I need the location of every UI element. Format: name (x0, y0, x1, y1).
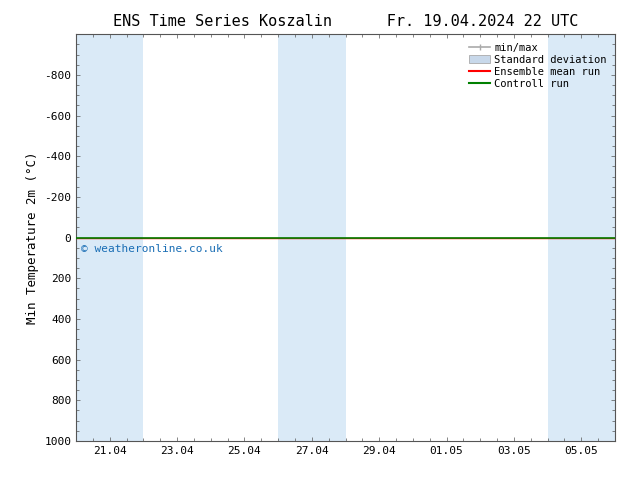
Title: ENS Time Series Koszalin      Fr. 19.04.2024 22 UTC: ENS Time Series Koszalin Fr. 19.04.2024 … (113, 14, 578, 29)
Text: © weatheronline.co.uk: © weatheronline.co.uk (81, 244, 223, 254)
Bar (278, 34, 346, 441)
Legend: min/max, Standard deviation, Ensemble mean run, Controll run: min/max, Standard deviation, Ensemble me… (466, 40, 610, 92)
Y-axis label: Min Temperature 2m (°C): Min Temperature 2m (°C) (25, 151, 39, 324)
Bar (548, 34, 615, 441)
Bar (76, 34, 143, 441)
